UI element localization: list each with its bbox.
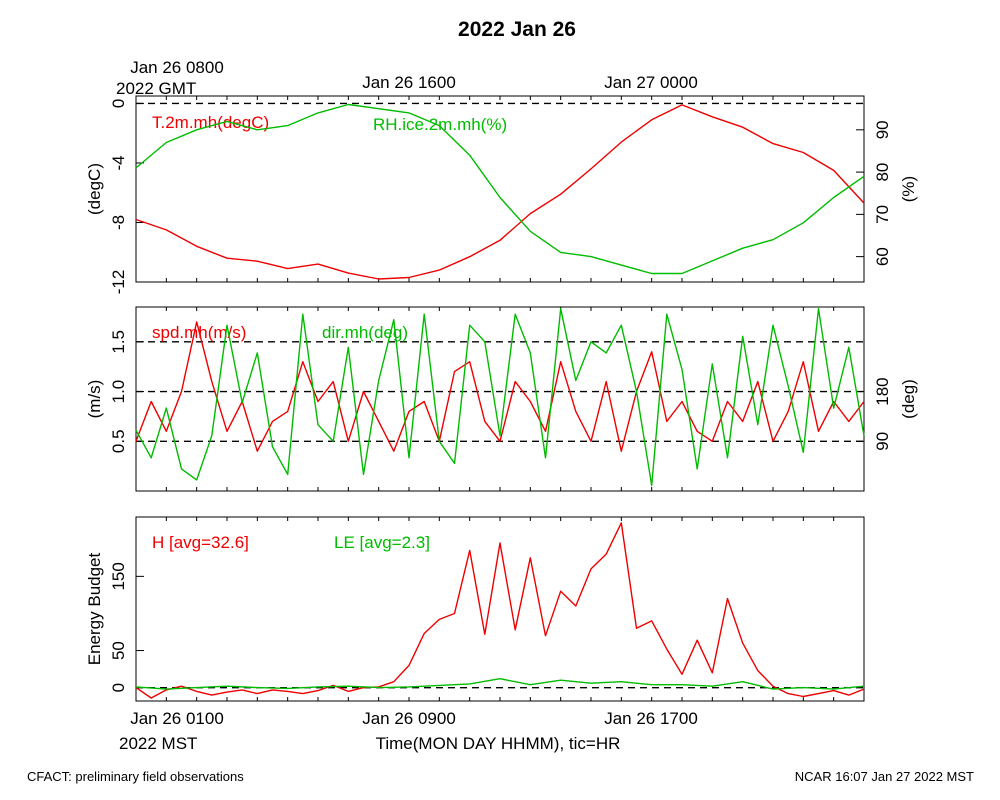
y-tick-label-left: 50 [109,641,128,660]
y-tick-label-left: 0 [109,99,128,108]
y-tick-label-right: 70 [873,205,892,224]
bottom-tick-label-2: Jan 26 1700 [604,709,698,728]
y-axis-label-left: (m/s) [85,380,104,419]
bottom-tick-label-0: Jan 26 0100 [130,709,224,728]
series-label: dir.mh(deg) [322,323,408,342]
y-tick-label-right: 80 [873,163,892,182]
series-line-wind-1 [135,308,865,487]
top-tick-label-2: Jan 27 0000 [604,73,698,92]
y-tick-label-left: -12 [109,270,128,295]
series-line-temperature-humidity-0 [135,104,865,280]
series-label: T.2m.mh(degC) [152,113,269,132]
y-axis-label-left: (degC) [85,163,104,215]
series-label: RH.ice.2m.mh(%) [373,115,507,134]
y-tick-label-right: 180 [873,377,892,405]
top-tick-label-1: Jan 26 1600 [362,73,456,92]
series-label: spd.mh(m/s) [152,323,246,342]
series-label: H [avg=32.6] [152,533,249,552]
y-tick-label-right: 60 [873,247,892,266]
y-tick-label-right: 90 [873,432,892,451]
series-line-energy-budget-1 [135,678,865,690]
panel-temperature-humidity: 0 -4 -8 -12 60 70 80 90 (degC) (%) T.2m.mh(degC) RH… [85,95,918,295]
bottom-tick-label-1: Jan 26 0900 [362,709,456,728]
series-line-temperature-humidity-1 [135,103,865,275]
y-tick-label-left: 0 [109,683,128,692]
footer-left: CFACT: preliminary field observations [27,769,244,784]
y-tick-label-left: -4 [109,155,128,170]
series-label: LE [avg=2.3] [334,533,430,552]
series-line-energy-budget-0 [135,522,865,699]
series-line-wind-0 [135,321,865,452]
x-axis-label: Time(MON DAY HHMM), tic=HR [376,734,621,753]
y-axis-label-left: Energy Budget [85,552,104,665]
y-tick-label-left: 0.5 [109,429,128,453]
panel-wind: 0.5 1.0 1.5 90 180 (m/s) (deg) spd.mh(m/s) dir.m… [85,306,918,492]
chart-title: 2022 Jan 26 [458,18,576,41]
footer-right: NCAR 16:07 Jan 27 2022 MST [795,769,974,784]
bottom-tz-label: 2022 MST [119,734,197,753]
y-tick-label-left: -8 [109,215,128,230]
top-tz-label: 2022 GMT [116,79,196,98]
y-tick-label-left: 1.5 [109,330,128,354]
y-axis-label-right: (%) [899,176,918,202]
panel-energy-budget: 0 50 150 Energy Budget H [avg=32.6] LE [avg=2… [85,516,865,702]
y-tick-label-left: 1.0 [109,380,128,404]
top-tick-label-0: Jan 26 0800 [130,58,224,77]
y-tick-label-right: 90 [873,120,892,139]
y-tick-label-left: 150 [109,562,128,590]
y-axis-label-right: (deg) [899,379,918,419]
